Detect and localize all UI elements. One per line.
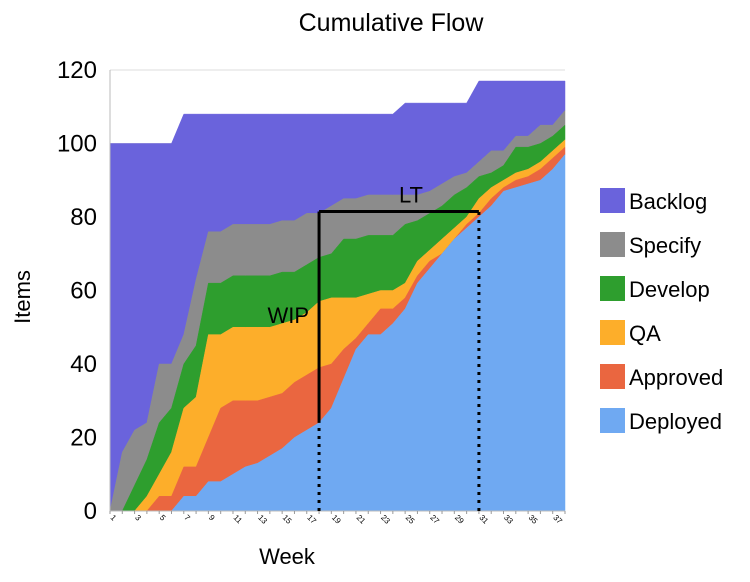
y-tick-label: 120 (57, 57, 97, 84)
x-tick-label: 27 (428, 513, 441, 526)
x-tick-label: 3 (133, 513, 143, 523)
x-tick-label: 19 (330, 513, 343, 526)
chart-title: Cumulative Flow (299, 9, 485, 37)
x-tick-label: 31 (478, 513, 491, 526)
x-tick-label: 13 (256, 513, 269, 526)
x-tick-label: 21 (355, 513, 368, 526)
x-tick-label: 5 (158, 513, 168, 523)
legend-swatch-qa (600, 320, 625, 345)
wip-label: WIP (267, 303, 309, 328)
legend: Backlog Specify Develop QA Approved Deployed (600, 188, 723, 434)
y-axis-tick-labels: 0 20 40 60 80 100 120 (57, 57, 97, 525)
x-tick-label: 25 (404, 513, 417, 526)
legend-swatch-deployed (600, 408, 625, 433)
x-axis-tick-labels: 1 3 5 7 9 11 13 15 17 19 21 23 25 27 29 31 33 35 37 (109, 513, 565, 526)
x-tick-label: 1 (109, 513, 119, 523)
legend-swatch-specify (600, 232, 625, 257)
x-tick-label: 7 (182, 513, 192, 523)
x-tick-label: 33 (502, 513, 515, 526)
legend-swatch-develop (600, 276, 625, 301)
y-tick-label: 0 (84, 498, 97, 525)
x-tick-label: 23 (379, 513, 392, 526)
x-tick-label: 17 (305, 513, 318, 526)
x-tick-label: 37 (551, 513, 564, 526)
legend-label-backlog: Backlog (629, 189, 707, 214)
y-tick-label: 60 (70, 278, 97, 305)
area-deployed (110, 153, 566, 512)
annotations: WIP LT (267, 182, 481, 511)
x-tick-label: 29 (453, 513, 466, 526)
y-axis-label: Items (10, 270, 35, 324)
y-tick-label: 20 (70, 425, 97, 452)
y-tick-label: 40 (70, 351, 97, 378)
legend-label-specify: Specify (629, 233, 701, 258)
legend-label-deployed: Deployed (629, 409, 722, 434)
x-tick-label: 35 (527, 513, 540, 526)
x-tick-label: 15 (281, 513, 294, 526)
legend-label-qa: QA (629, 321, 661, 346)
legend-label-develop: Develop (629, 277, 710, 302)
legend-swatch-approved (600, 364, 625, 389)
x-axis-label: Week (259, 544, 316, 569)
x-tick-label: 9 (207, 513, 217, 523)
lt-label: LT (399, 182, 423, 207)
x-tick-label: 11 (232, 513, 245, 526)
y-tick-label: 80 (70, 204, 97, 231)
legend-label-approved: Approved (629, 365, 723, 390)
legend-swatch-backlog (600, 188, 625, 213)
plot-area (109, 69, 566, 514)
y-tick-label: 100 (57, 131, 97, 158)
